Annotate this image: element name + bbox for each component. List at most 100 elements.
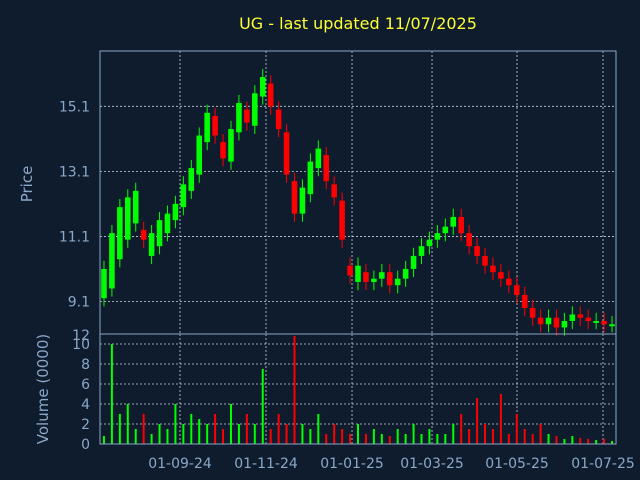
volume-bar bbox=[341, 429, 344, 444]
candle-body bbox=[490, 265, 496, 273]
candle-body bbox=[156, 220, 163, 247]
candle-body bbox=[244, 109, 250, 123]
candle-body bbox=[426, 239, 433, 247]
volume-bar bbox=[372, 429, 375, 444]
volume-bar bbox=[555, 436, 558, 444]
volume-bar bbox=[507, 434, 510, 444]
volume-bar bbox=[142, 414, 145, 444]
volume-bar bbox=[364, 434, 367, 444]
volume-bar bbox=[349, 434, 352, 444]
x-tick-label: 01-07-25 bbox=[571, 456, 635, 472]
candle-body bbox=[212, 116, 218, 136]
volume-bar bbox=[579, 438, 582, 444]
x-tick-label: 01-01-25 bbox=[320, 456, 384, 472]
candle-body bbox=[379, 272, 385, 279]
price-y-tick-label: 11.1 bbox=[59, 229, 90, 245]
volume-bar bbox=[396, 429, 399, 444]
volume-bar bbox=[436, 434, 439, 444]
volume-bar bbox=[269, 429, 272, 444]
candle-body bbox=[148, 233, 155, 256]
volume-y-tick-label: 0 bbox=[81, 437, 90, 453]
candle-body bbox=[196, 135, 203, 175]
candle-body bbox=[545, 317, 552, 325]
candle-body bbox=[291, 181, 298, 214]
price-y-tick-label: 13.1 bbox=[59, 164, 90, 180]
volume-bar bbox=[412, 424, 415, 444]
candle-body bbox=[482, 255, 488, 266]
candle-body bbox=[363, 272, 369, 282]
volume-bar bbox=[198, 419, 201, 444]
volume-bar bbox=[309, 429, 312, 444]
candle-body bbox=[418, 246, 425, 256]
candle-body bbox=[585, 317, 591, 321]
volume-bar bbox=[237, 424, 240, 444]
price-bottom-tick-label: 12 bbox=[72, 328, 90, 344]
candle-body bbox=[101, 268, 107, 299]
candle-body bbox=[315, 148, 322, 169]
candle-body bbox=[355, 265, 361, 282]
volume-bar bbox=[102, 436, 105, 444]
candle-body bbox=[386, 272, 393, 286]
volume-bar bbox=[611, 441, 614, 444]
x-tick-label: 01-05-25 bbox=[485, 456, 549, 472]
candle-body bbox=[466, 233, 472, 247]
candle-body bbox=[506, 278, 512, 286]
volume-bar bbox=[420, 434, 423, 444]
volume-bar bbox=[484, 424, 487, 444]
volume-y-tick-label: 8 bbox=[81, 357, 90, 373]
candle-body bbox=[109, 233, 115, 289]
candle-body bbox=[577, 314, 584, 318]
volume-bar bbox=[476, 398, 479, 444]
candle-body bbox=[125, 197, 131, 240]
volume-bar bbox=[277, 414, 280, 444]
volume-bar bbox=[428, 429, 431, 444]
volume-y-tick-label: 6 bbox=[81, 377, 90, 393]
volume-panel-frame bbox=[99, 333, 617, 445]
candle-body bbox=[450, 216, 457, 227]
volume-bar bbox=[182, 424, 185, 444]
price-y-tick-label: 9.1 bbox=[68, 294, 90, 310]
volume-bar bbox=[523, 429, 526, 444]
candle-body bbox=[521, 294, 528, 308]
volume-bar bbox=[515, 414, 518, 444]
candle-body bbox=[371, 278, 377, 282]
candle-body bbox=[561, 320, 568, 328]
volume-bar bbox=[333, 424, 336, 444]
candle-body bbox=[283, 132, 290, 175]
candle-body bbox=[339, 200, 345, 240]
volume-bar bbox=[166, 429, 169, 444]
volume-bar bbox=[253, 424, 256, 444]
volume-y-tick-label: 4 bbox=[81, 397, 90, 413]
volume-bar bbox=[285, 424, 288, 444]
volume-bar bbox=[603, 439, 606, 444]
candle-body bbox=[299, 187, 306, 214]
candle-body bbox=[601, 320, 607, 325]
volume-bar bbox=[444, 434, 447, 444]
candle-body bbox=[275, 109, 282, 130]
candle-body bbox=[593, 320, 599, 323]
volume-bar bbox=[571, 436, 574, 444]
x-tick-label: 01-03-25 bbox=[400, 456, 464, 472]
volume-bar bbox=[110, 344, 113, 444]
volume-bar bbox=[388, 436, 391, 444]
volume-bar bbox=[539, 424, 542, 444]
candle-body bbox=[117, 207, 123, 260]
candle-body bbox=[228, 129, 234, 162]
volume-bar bbox=[531, 434, 534, 444]
volume-bar bbox=[229, 404, 232, 444]
volume-bar bbox=[174, 404, 177, 444]
volume-bar bbox=[357, 424, 359, 444]
candle-body bbox=[498, 272, 504, 279]
volume-bar bbox=[190, 414, 193, 444]
volume-y-tick-label: 10 bbox=[72, 337, 90, 353]
volume-bar bbox=[380, 434, 383, 444]
volume-bar bbox=[595, 440, 598, 444]
volume-bar bbox=[325, 434, 328, 444]
volume-bar bbox=[404, 434, 407, 444]
volume-bar bbox=[468, 429, 471, 444]
candle-body bbox=[259, 77, 266, 97]
volume-bar bbox=[158, 424, 161, 444]
candle-body bbox=[140, 229, 147, 240]
